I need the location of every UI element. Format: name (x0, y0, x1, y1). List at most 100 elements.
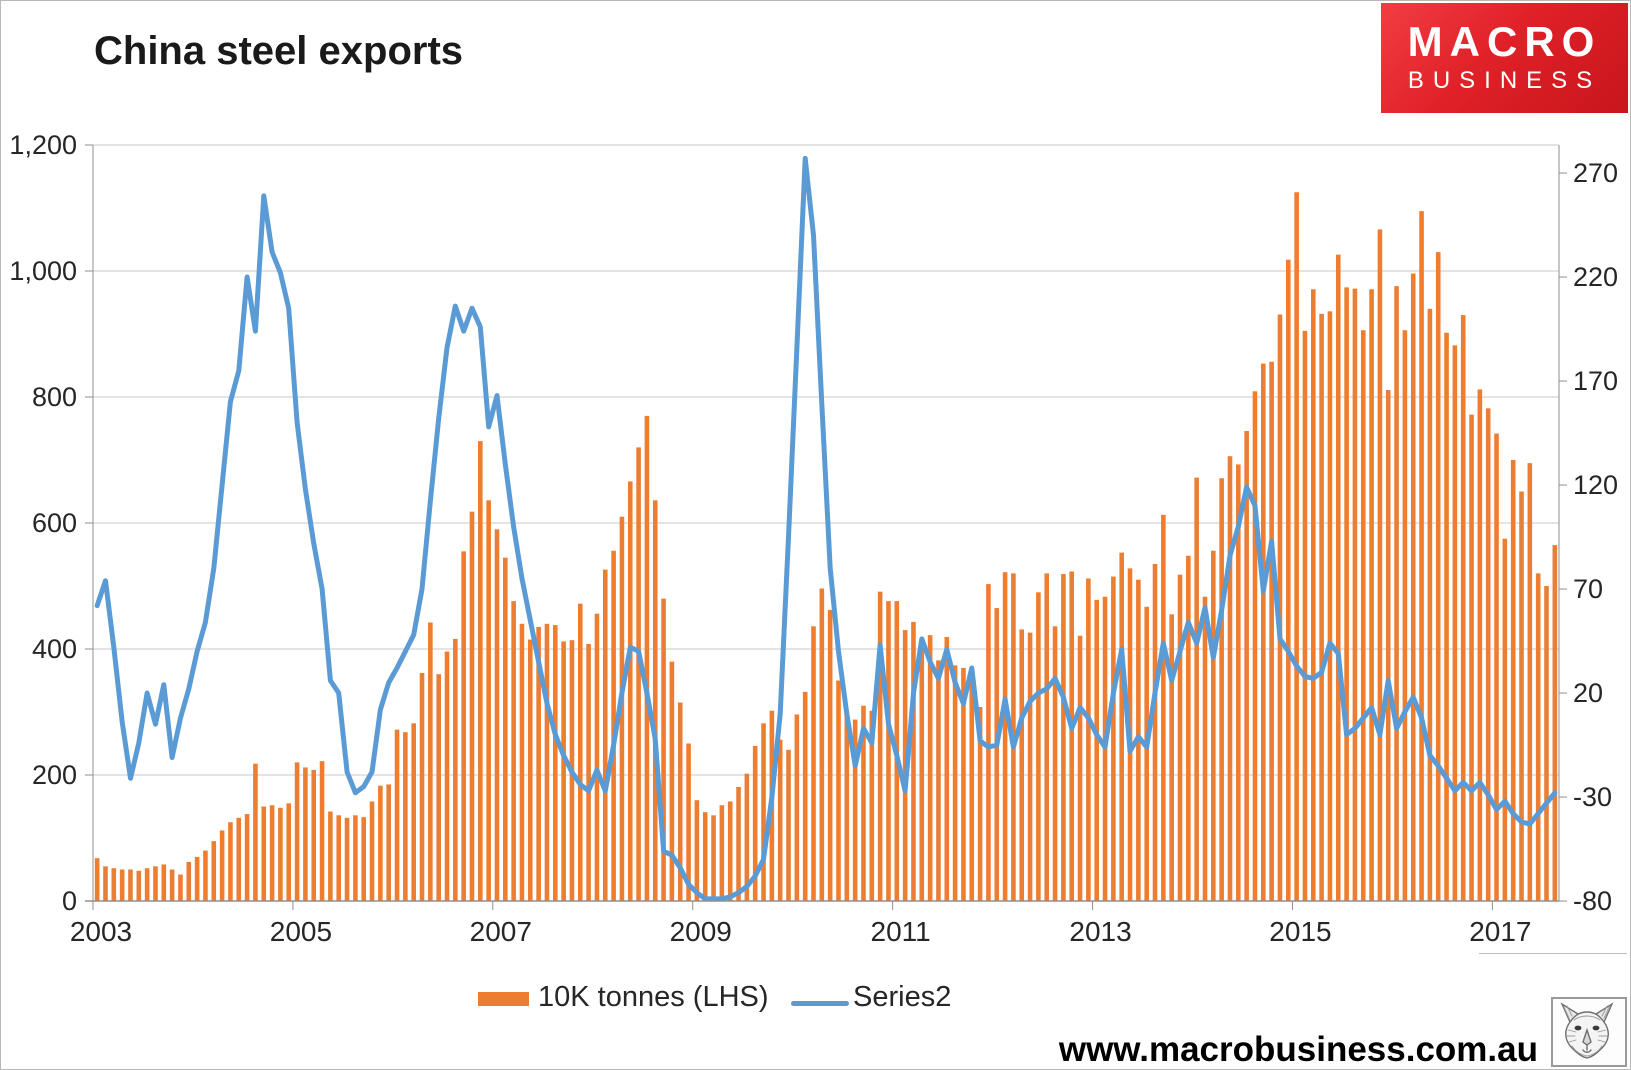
bar-month-3 (119, 869, 125, 901)
bar-month-94 (877, 591, 883, 901)
bar-month-7 (153, 866, 158, 901)
bar-month-9 (169, 869, 175, 901)
bar-month-162 (1444, 332, 1449, 901)
bar-month-64 (627, 481, 633, 901)
bar-month-51 (519, 623, 525, 901)
bar-month-0 (94, 858, 100, 901)
bar-month-23 (286, 803, 292, 901)
bar-month-127 (1152, 563, 1158, 901)
legend-line-swatch-icon (791, 1001, 849, 1006)
bar-month-151 (1352, 288, 1358, 901)
bar-month-91 (852, 719, 858, 901)
bar-month-157 (1402, 330, 1408, 902)
bar-month-109 (1002, 572, 1008, 901)
bar-month-130 (1177, 574, 1183, 901)
y-right-labels: 270 220 170 120 70 20 -30 -80 (1573, 158, 1618, 916)
bar-month-95 (886, 601, 891, 901)
bar-month-20 (261, 806, 267, 901)
bar-month-158 (1410, 273, 1416, 901)
bar-month-111 (1019, 629, 1025, 901)
y-right-tick-20: 20 (1573, 678, 1603, 708)
bar-month-15 (219, 830, 225, 901)
bar-month-90 (844, 712, 850, 901)
macrobusiness-logo: MACRO BUSINESS (1381, 3, 1628, 113)
y-left-tick-800: 800 (32, 382, 77, 412)
bar-month-101 (936, 660, 941, 901)
bar-month-72 (694, 800, 700, 901)
bar-month-2 (111, 868, 117, 901)
bar-month-113 (1036, 592, 1041, 901)
bar-month-172 (1527, 463, 1533, 901)
bar-month-36 (394, 729, 400, 901)
legend-bar-swatch-icon (478, 992, 529, 1006)
bar-month-5 (136, 870, 142, 901)
bar-month-17 (236, 817, 242, 901)
y-right-tick--80: -80 (1573, 886, 1612, 916)
bar-month-138 (1244, 431, 1249, 901)
x-tick-2003: 2003 (70, 916, 132, 947)
bar-month-161 (1435, 252, 1441, 902)
bar-month-136 (1227, 456, 1233, 901)
x-tick-2017: 2017 (1469, 916, 1531, 947)
bar-month-141 (1269, 361, 1274, 902)
y-right-tick-220: 220 (1573, 262, 1618, 292)
bar-month-84 (794, 714, 800, 901)
bar-month-56 (561, 641, 566, 901)
bar-month-126 (1144, 606, 1149, 901)
bar-month-6 (144, 868, 150, 901)
bar-month-67 (652, 500, 658, 901)
bar-month-98 (911, 621, 916, 901)
bar-month-29 (336, 815, 342, 901)
bar-month-79 (752, 746, 758, 901)
bar-month-58 (577, 603, 583, 901)
bar-month-131 (1186, 555, 1191, 901)
bar-month-149 (1335, 254, 1341, 901)
bar-month-38 (411, 723, 416, 901)
bar-month-10 (178, 874, 183, 901)
bar-month-99 (919, 638, 925, 901)
bar-month-53 (536, 626, 541, 901)
bar-month-156 (1394, 286, 1399, 901)
bar-month-145 (1302, 330, 1308, 902)
bar-month-168 (1494, 433, 1499, 901)
bar-month-78 (744, 773, 750, 901)
bar-month-85 (802, 691, 808, 901)
y-right-tick-170: 170 (1573, 366, 1618, 396)
bar-month-173 (1535, 573, 1541, 901)
bar-month-103 (952, 665, 958, 901)
bar-month-148 (1327, 311, 1333, 901)
bar-month-140 (1261, 363, 1266, 901)
bar-month-160 (1427, 308, 1433, 901)
bar-month-14 (211, 841, 217, 901)
bar-month-48 (494, 529, 500, 901)
bar-month-16 (228, 822, 233, 901)
bar-month-170 (1510, 460, 1516, 901)
bar-month-119 (1086, 578, 1091, 901)
bar-month-116 (1061, 574, 1066, 901)
bar-month-22 (278, 807, 283, 901)
bar-month-147 (1319, 313, 1324, 902)
axes (85, 144, 1567, 910)
bar-month-34 (378, 785, 383, 901)
bar-month-60 (594, 613, 600, 901)
bar-month-30 (344, 817, 350, 901)
wolf-logo (1551, 997, 1627, 1067)
y-left-labels: 1,200 1,000 800 600 400 200 0 (9, 130, 77, 916)
bar-month-52 (528, 639, 533, 901)
bar-month-137 (1236, 464, 1241, 901)
bar-month-167 (1485, 408, 1491, 901)
bar-month-66 (644, 415, 650, 901)
bar-month-82 (777, 739, 783, 901)
bar-month-69 (669, 661, 675, 901)
x-tick-2015: 2015 (1269, 916, 1331, 947)
bar-month-92 (861, 705, 866, 901)
bar-month-106 (977, 706, 983, 901)
x-tick-2013: 2013 (1069, 916, 1131, 947)
bar-month-133 (1202, 596, 1208, 901)
y-right-tick--30: -30 (1573, 782, 1612, 812)
bar-month-73 (702, 812, 708, 901)
y-left-tick-1,000: 1,000 (9, 256, 77, 286)
bar-month-71 (686, 743, 691, 901)
